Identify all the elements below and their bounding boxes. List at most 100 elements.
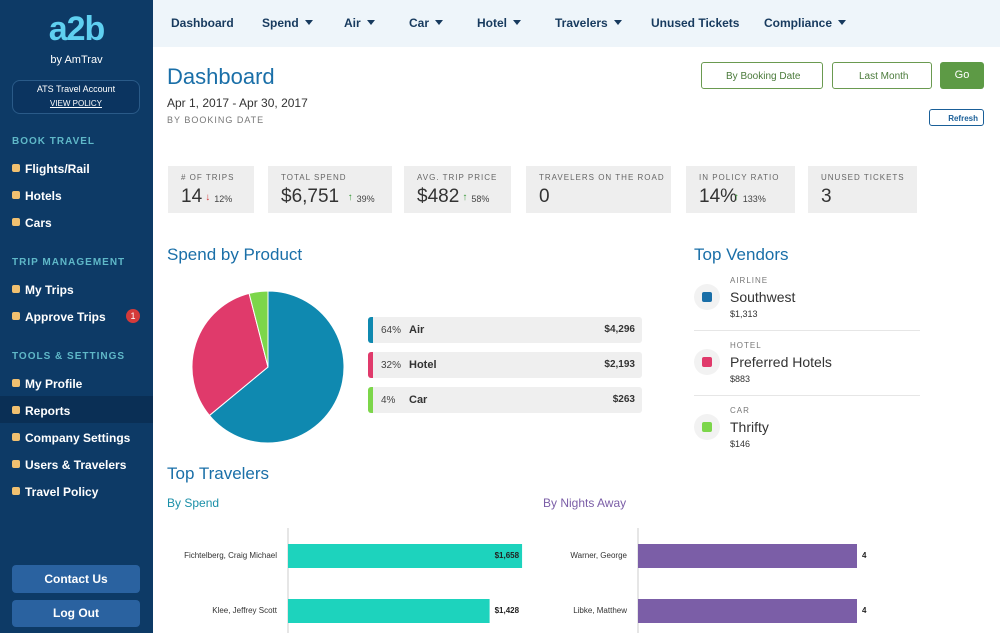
nav-item[interactable]: Air — [344, 16, 375, 30]
account-name: ATS Travel Account — [12, 84, 140, 94]
sidebar-link[interactable]: Flights/Rail — [25, 162, 90, 176]
bar-category: Warner, George — [570, 551, 627, 560]
nav-icon — [12, 312, 20, 320]
kpi-value: $6,751 — [281, 186, 339, 208]
nav-item[interactable]: Unused Tickets — [651, 16, 739, 30]
nav-item[interactable]: Spend — [262, 16, 313, 30]
bar — [638, 544, 857, 568]
filter-period[interactable]: Last Month — [832, 62, 932, 89]
page-title: Dashboard — [167, 64, 275, 90]
go-button[interactable]: Go — [940, 62, 984, 89]
nav-icon — [12, 460, 20, 468]
kpi-change: 58% — [471, 194, 489, 204]
vendor-name: Southwest — [730, 289, 795, 305]
legend-percent: 4% — [381, 395, 395, 406]
divider — [694, 395, 920, 396]
logo: a2b — [0, 10, 153, 49]
legend-amount: $4,296 — [560, 324, 635, 335]
nav-item[interactable]: Compliance — [764, 16, 846, 30]
sidebar-link[interactable]: Cars — [25, 216, 52, 230]
legend-amount: $2,193 — [560, 359, 635, 370]
legend-percent: 32% — [381, 360, 401, 371]
kpi-change: 133% — [743, 194, 766, 204]
bar-value-label: $1,428 — [495, 606, 520, 615]
kpi-value: 14 — [181, 186, 202, 208]
sidebar-link[interactable]: Users & Travelers — [25, 458, 126, 472]
vendor-amount: $1,313 — [730, 309, 758, 319]
nav-icon — [12, 164, 20, 172]
legend-amount: $263 — [560, 394, 635, 405]
vendor-icon — [702, 357, 712, 367]
nav-icon — [12, 487, 20, 495]
kpi-change: 12% — [214, 194, 232, 204]
vendor-icon — [702, 292, 712, 302]
bar-value-label: $1,658 — [495, 551, 520, 560]
nav-item[interactable]: Travelers — [555, 16, 622, 30]
nav-item[interactable]: Dashboard — [171, 16, 234, 30]
vendor-category: HOTEL — [730, 341, 762, 350]
legend-name: Air — [409, 324, 424, 336]
kpi-label: # OF TRIPS — [181, 173, 234, 182]
kpi-label: TRAVELERS ON THE ROAD — [539, 173, 665, 182]
bar — [288, 544, 522, 568]
nav-icon — [12, 191, 20, 199]
legend-percent: 64% — [381, 325, 401, 336]
kpi-value: 3 — [821, 186, 832, 208]
view-policy-link[interactable]: VIEW POLICY — [12, 99, 140, 108]
refresh-button[interactable]: Refresh — [929, 109, 984, 126]
vendor-icon — [702, 422, 712, 432]
bar-category: Klee, Jeffrey Scott — [212, 606, 278, 615]
nav-icon — [12, 218, 20, 226]
logout-button[interactable]: Log Out — [12, 600, 140, 627]
section-title: Spend by Product — [167, 245, 302, 265]
section-title: TRIP MANAGEMENT — [12, 257, 125, 268]
nav-item[interactable]: Hotel — [477, 16, 521, 30]
divider — [694, 330, 920, 331]
chart-subtitle: By Spend — [167, 496, 219, 510]
kpi-value: 0 — [539, 186, 550, 208]
sidebar-link[interactable]: Reports — [25, 404, 70, 418]
vendor-amount: $146 — [730, 439, 750, 449]
kpi-arrow: ↓ — [205, 192, 210, 203]
date-range: Apr 1, 2017 - Apr 30, 2017 — [167, 96, 308, 110]
vendor-category: CAR — [730, 406, 750, 415]
bar — [638, 599, 857, 623]
badge: 1 — [126, 309, 140, 323]
active-row — [0, 396, 153, 423]
kpi-arrow: ↑ — [348, 192, 353, 203]
bar-value-label: 4 — [862, 606, 867, 615]
section-title: Top Vendors — [694, 245, 789, 265]
kpi-label: AVG. TRIP PRICE — [417, 173, 497, 182]
sidebar-link[interactable]: Company Settings — [25, 431, 130, 445]
bar-value-label: 4 — [862, 551, 867, 560]
contact-button[interactable]: Contact Us — [12, 565, 140, 593]
bar-category: Libke, Matthew — [573, 606, 627, 615]
nav-item[interactable]: Car — [409, 16, 443, 30]
section-title: Top Travelers — [167, 464, 269, 484]
sidebar-link[interactable]: My Profile — [25, 377, 82, 391]
vendor-category: AIRLINE — [730, 276, 768, 285]
kpi-label: IN POLICY RATIO — [699, 173, 780, 182]
kpi-label: TOTAL SPEND — [281, 173, 347, 182]
legend-name: Car — [409, 394, 427, 406]
legend-name: Hotel — [409, 359, 437, 371]
date-basis: BY BOOKING DATE — [167, 115, 264, 125]
sidebar-link[interactable]: My Trips — [25, 283, 74, 297]
kpi-label: UNUSED TICKETS — [821, 173, 905, 182]
kpi-arrow: ↑ — [734, 192, 739, 203]
chart-subtitle: By Nights Away — [543, 496, 626, 510]
sidebar-link[interactable]: Hotels — [25, 189, 62, 203]
bar-category: Fichtelberg, Craig Michael — [184, 551, 277, 560]
filter-basis[interactable]: By Booking Date — [701, 62, 823, 89]
bar — [288, 599, 490, 623]
nav-icon — [12, 433, 20, 441]
kpi-value: 14% — [699, 186, 737, 208]
sidebar-link[interactable]: Travel Policy — [25, 485, 98, 499]
sidebar-link[interactable]: Approve Trips — [25, 310, 106, 324]
nav-icon — [12, 406, 20, 414]
vendor-name: Preferred Hotels — [730, 354, 832, 370]
logo-sub: by AmTrav — [0, 54, 153, 66]
nav-icon — [12, 379, 20, 387]
kpi-arrow: ↑ — [462, 192, 467, 203]
